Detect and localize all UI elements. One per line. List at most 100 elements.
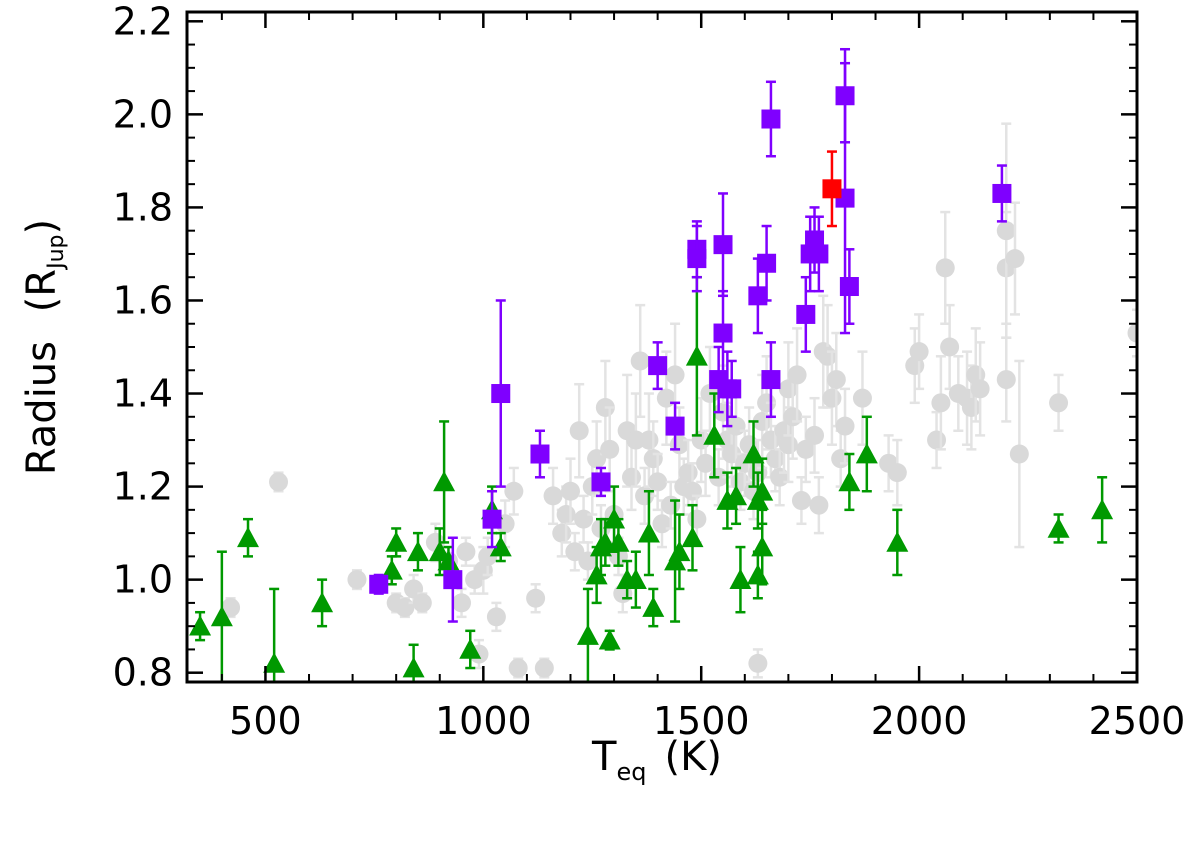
triangle-marker (729, 568, 752, 589)
circle-marker (852, 388, 872, 408)
circle-marker (822, 388, 842, 408)
series-circle-0 (221, 122, 1137, 679)
triangle-point (380, 555, 403, 586)
triangle-marker (751, 536, 774, 557)
square-point (822, 150, 842, 228)
square-point (443, 536, 463, 623)
x-axis-label-main: T (591, 734, 617, 780)
circle-point (996, 336, 1016, 423)
circle-marker (696, 453, 716, 473)
x-tick-label: 2500 (1089, 699, 1186, 743)
triangle-marker (886, 531, 909, 552)
square-marker (713, 323, 733, 343)
triangle-point (607, 517, 630, 567)
triangle-marker (685, 345, 708, 366)
circle-marker (961, 397, 981, 417)
circle-point (796, 415, 816, 484)
triangle-point (576, 587, 599, 682)
circle-marker (1009, 444, 1029, 464)
circle-marker (560, 481, 580, 501)
triangle-marker (668, 540, 691, 562)
circle-marker (970, 379, 990, 399)
triangle-marker (489, 536, 512, 557)
square-point (722, 359, 742, 419)
circle-marker (543, 486, 563, 506)
y-tick-label: 1.2 (113, 465, 173, 509)
y-tick-label: 2.0 (113, 92, 173, 136)
triangle-marker (311, 591, 334, 613)
circle-marker (569, 421, 589, 441)
series-triangle-1 (189, 275, 1114, 682)
square-marker (443, 570, 463, 590)
circle-marker (818, 346, 838, 366)
triangle-point (385, 527, 408, 558)
circle-marker (996, 221, 1016, 241)
circle-point (805, 396, 825, 474)
x-tick-label: 2000 (871, 699, 968, 743)
square-point (713, 289, 733, 377)
circle-marker (556, 505, 576, 524)
y-axis-label-subscript: Jup (44, 234, 69, 270)
circle-marker (887, 463, 907, 483)
circle-marker (395, 598, 415, 618)
square-point (809, 215, 829, 293)
circle-point (927, 410, 947, 470)
square-marker (796, 304, 816, 324)
circle-marker (652, 514, 672, 534)
circle-marker (783, 407, 803, 427)
square-point (687, 224, 707, 293)
circle-point (543, 466, 563, 526)
x-tick-label: 500 (229, 699, 302, 743)
data-layer (189, 47, 1137, 682)
plot-frame (185, 10, 1139, 684)
circle-marker (665, 365, 685, 385)
circle-marker (687, 509, 707, 529)
circle-point (630, 303, 650, 419)
square-marker (665, 416, 685, 436)
square-point (591, 466, 611, 498)
circle-point (1049, 373, 1069, 432)
square-marker (491, 384, 511, 404)
square-marker (530, 444, 550, 464)
triangle-point (729, 545, 752, 614)
triangle-point (1091, 476, 1114, 544)
circle-marker (765, 449, 785, 469)
circle-point (787, 327, 807, 423)
triangle-point (210, 550, 233, 682)
triangle-marker (263, 652, 286, 673)
circle-point (909, 313, 929, 391)
circle-point (996, 122, 1016, 339)
square-point (761, 80, 781, 158)
circle-marker (826, 370, 846, 390)
triangle-point (598, 629, 621, 651)
y-tick-label: 1.6 (113, 278, 173, 322)
circle-point (809, 476, 829, 535)
y-tick-label: 1.4 (113, 372, 173, 416)
circle-point (526, 583, 546, 614)
circle-marker (796, 439, 816, 459)
x-axis-label: Teq (K) (591, 734, 722, 786)
circle-point (452, 587, 472, 619)
square-point (491, 299, 511, 488)
circle-point (534, 657, 554, 679)
circle-marker (931, 393, 951, 413)
circle-marker (927, 430, 947, 450)
circle-marker (504, 481, 524, 501)
triangle-point (855, 415, 878, 493)
triangle-point (237, 517, 260, 558)
square-marker (591, 472, 611, 492)
circle-point (1009, 359, 1029, 549)
circle-marker (669, 435, 689, 455)
circle-point (931, 355, 951, 451)
triangle-marker (1091, 498, 1114, 520)
triangle-point (668, 513, 691, 591)
y-tick-label: 0.8 (113, 651, 173, 695)
circle-marker (1005, 249, 1025, 269)
triangle-point (489, 531, 512, 563)
square-point (839, 248, 859, 325)
triangle-point (189, 610, 212, 642)
circle-point (748, 648, 768, 679)
circle-point (347, 569, 367, 591)
triangle-point (433, 420, 456, 544)
